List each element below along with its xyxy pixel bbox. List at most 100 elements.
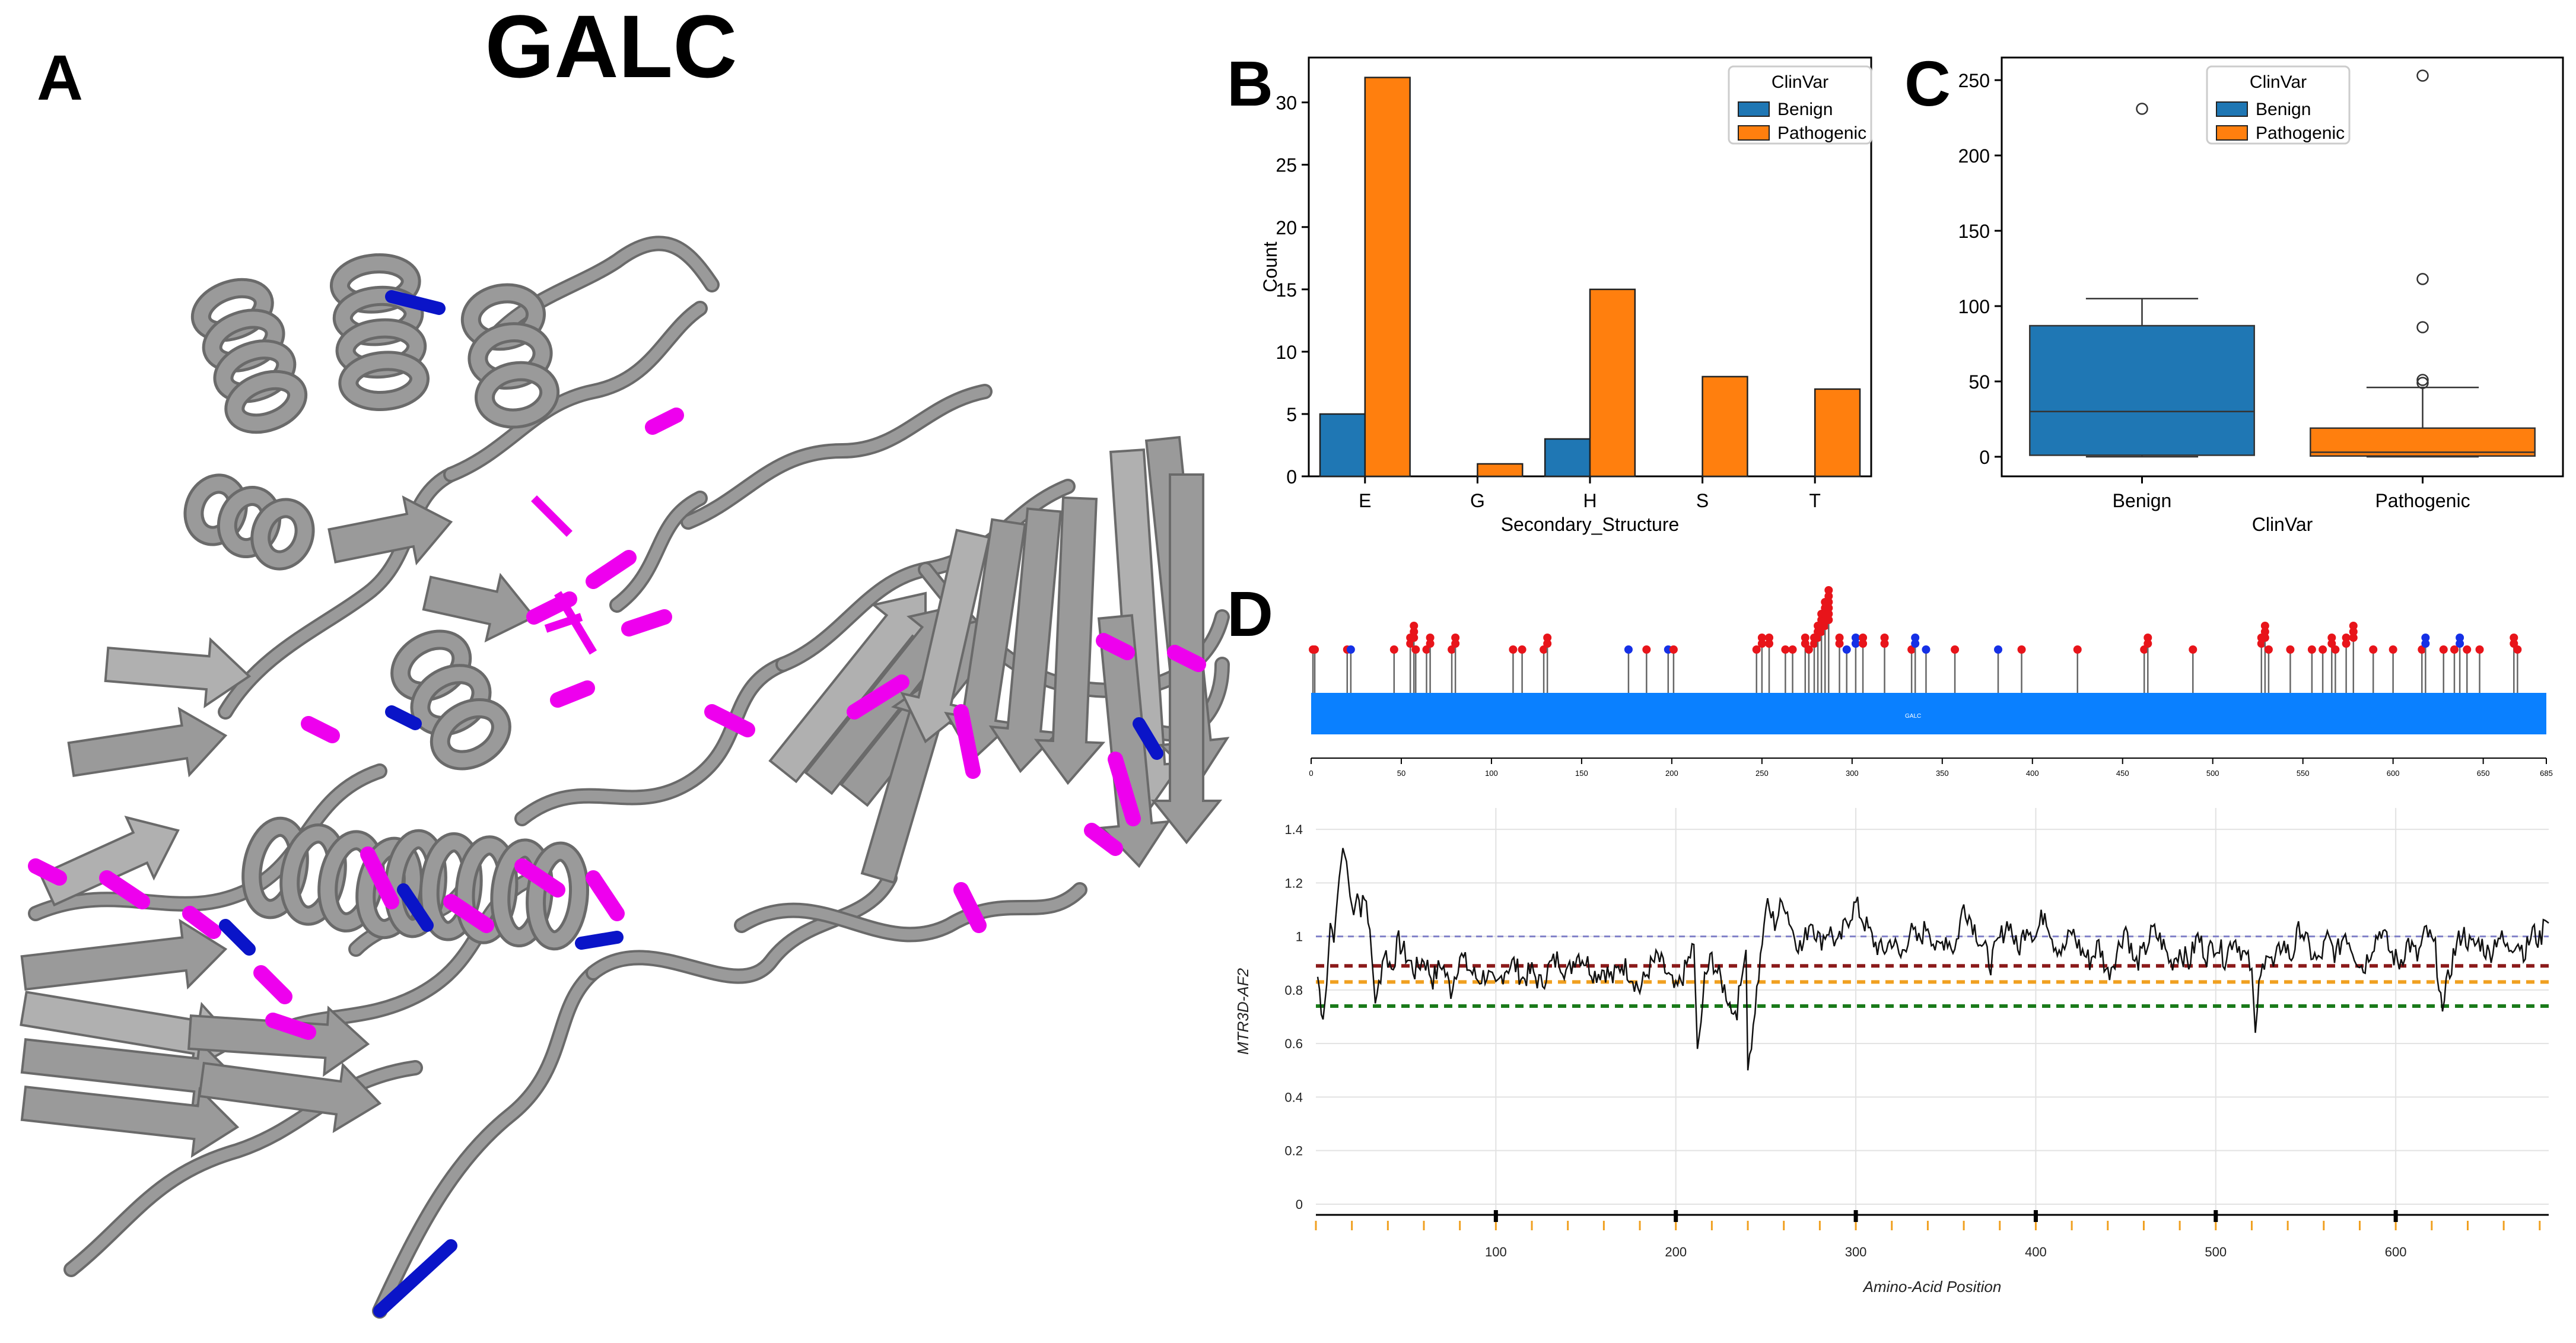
outlier-point <box>2136 103 2148 115</box>
x-tick-label: Pathogenic <box>2375 490 2470 511</box>
chart-b: 0 5 10 15 20 25 30 E G H S T Secondary_Structure Coun… <box>1260 56 1872 535</box>
pathogenic-variant <box>2369 645 2378 654</box>
coil <box>374 968 599 1316</box>
y-tick-label: 1.4 <box>1284 822 1303 837</box>
protein-domain-bar <box>1311 693 2546 734</box>
ligand-stick <box>531 495 573 537</box>
legend-title: ClinVar <box>1772 72 1828 92</box>
pathogenic-variant <box>1880 639 1889 648</box>
x-tick-label: 500 <box>2205 1245 2227 1259</box>
y-tick-label: 1.2 <box>1284 876 1303 890</box>
outlier-point <box>2416 69 2429 82</box>
benign-variant <box>1624 645 1633 654</box>
y-tick-label: 0 <box>1286 466 1297 488</box>
pathogenic-variant <box>1824 610 1833 618</box>
pathogenic-variant <box>2475 645 2484 654</box>
pathogenic-site <box>360 846 399 909</box>
pathogenic-site <box>586 550 637 589</box>
pathogenic-site <box>253 965 292 1004</box>
beta-strand <box>20 918 228 991</box>
bar-benign <box>1319 413 1366 478</box>
legend-swatch <box>2216 125 2248 141</box>
y-axis-label: Count <box>1260 241 1281 292</box>
benign-variant <box>1851 639 1860 648</box>
benign-variant <box>1994 645 2003 654</box>
y-tick-label: 1 <box>1296 930 1303 944</box>
x-tick-label: 400 <box>2025 1245 2047 1259</box>
pathogenic-variant <box>1752 645 1761 654</box>
x-tick-label: 600 <box>2385 1245 2407 1259</box>
x-axis-label: Amino-Acid Position <box>1862 1278 2002 1296</box>
pathogenic-variant <box>2073 645 2082 654</box>
pathogenic-variant <box>1411 645 1420 654</box>
pathogenic-variant <box>1804 645 1813 654</box>
pathogenic-variant <box>2349 622 2358 630</box>
benign-variant <box>2456 639 2464 648</box>
benign-site <box>1133 717 1163 760</box>
pathogenic-variant <box>2342 634 2351 642</box>
pathogenic-site <box>99 870 150 909</box>
bar-pathogenic <box>1814 388 1861 478</box>
x-tick-label: 0 <box>1309 769 1313 778</box>
x-tick-label: 450 <box>2116 769 2129 778</box>
pathogenic-variant <box>2439 645 2448 654</box>
x-axis-label: Secondary_Structure <box>1501 514 1680 535</box>
pathogenic-variant <box>1451 639 1460 648</box>
pathogenic-site <box>1096 633 1135 660</box>
pathogenic-variant <box>1410 628 1419 636</box>
beta-strand <box>900 529 991 744</box>
box-benign <box>2029 324 2255 456</box>
plot-frame <box>2001 56 2564 478</box>
pathogenic-variant <box>2513 645 2522 654</box>
x-tick-label: 685 <box>2540 769 2553 778</box>
y-tick-label: 0 <box>1296 1197 1303 1212</box>
panel-label-a: A <box>37 42 83 113</box>
benign-variant <box>2456 634 2464 642</box>
pathogenic-variant <box>1509 645 1518 654</box>
pathogenic-site <box>586 870 625 921</box>
helix <box>390 629 511 771</box>
helix <box>190 278 308 434</box>
legend-swatch <box>1738 101 1770 117</box>
pathogenic-variant <box>1765 634 1774 642</box>
benign-variant <box>1922 645 1931 654</box>
x-tick-label: 300 <box>1846 769 1859 778</box>
pathogenic-variant <box>2342 639 2351 648</box>
pathogenic-variant <box>2319 645 2327 654</box>
y-tick-label: 15 <box>1276 279 1297 301</box>
beta-strand <box>198 1061 382 1134</box>
pathogenic-variant <box>2450 645 2459 654</box>
y-tick-label: 10 <box>1276 342 1297 363</box>
pathogenic-site <box>704 704 755 737</box>
x-tick-label: 250 <box>1756 769 1769 778</box>
x-tick-label: 200 <box>1665 769 1678 778</box>
outlier-point <box>2416 374 2429 386</box>
pathogenic-variant <box>1389 645 1398 654</box>
x-tick-label: 100 <box>1485 769 1498 778</box>
pathogenic-site <box>550 680 595 708</box>
coil <box>517 659 788 824</box>
legend-label: Pathogenic <box>1777 123 1866 143</box>
y-tick-label: 25 <box>1276 155 1297 176</box>
pathogenic-site <box>443 894 494 933</box>
y-tick-label: 0.2 <box>1284 1144 1303 1159</box>
coil <box>612 493 705 610</box>
x-tick-label: 400 <box>2026 769 2039 778</box>
x-tick-label: 50 <box>1397 769 1405 778</box>
mtr3d-line <box>1316 848 2549 1071</box>
pathogenic-site <box>953 882 987 933</box>
benign-variant <box>1346 645 1355 654</box>
helix-turn <box>529 844 586 948</box>
pathogenic-site <box>182 906 221 939</box>
panel-label-c: C <box>1904 47 1951 119</box>
chart-d-line: 0 0.2 0.4 0.6 0.8 1 1.2 1.4 100 200 300 400 500 600 Am… <box>1234 808 2549 1296</box>
y-tick-label: 0.6 <box>1284 1036 1303 1051</box>
panel-d: D GALC 0 50 100 150 200 250 300 350 400 450 500 550 6… <box>1227 578 2553 1296</box>
beta-strand <box>67 706 228 778</box>
pathogenic-variant <box>2017 645 2026 654</box>
pathogenic-variant <box>1410 622 1419 630</box>
benign-site <box>397 883 434 932</box>
pathogenic-variant <box>2349 628 2358 636</box>
box-pathogenic <box>2310 427 2536 457</box>
pathogenic-site <box>953 704 981 779</box>
